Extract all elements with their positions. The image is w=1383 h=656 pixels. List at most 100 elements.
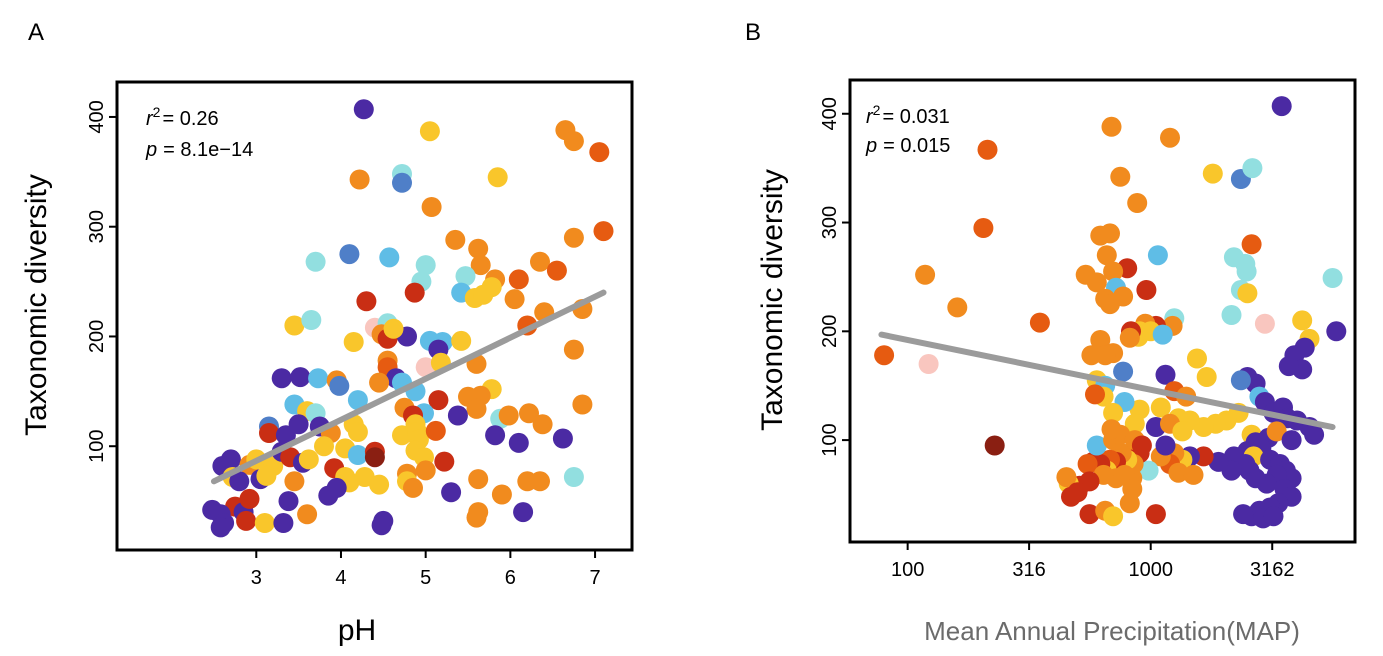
y-tick-label: 100 — [819, 423, 841, 456]
data-point — [1086, 435, 1107, 456]
data-point — [1100, 223, 1120, 244]
plot-frame-b — [848, 78, 1357, 544]
data-point — [513, 502, 534, 523]
data-point — [1077, 454, 1098, 474]
data-point — [347, 445, 368, 465]
points-b — [874, 96, 1347, 529]
data-point — [947, 297, 968, 318]
data-point — [984, 435, 1005, 456]
data-point — [1136, 280, 1157, 300]
data-point — [1131, 435, 1152, 456]
data-point — [326, 477, 347, 498]
x-axis-label-a: pH — [338, 614, 376, 647]
data-point — [1138, 460, 1159, 481]
data-point — [470, 255, 491, 276]
data-point — [1056, 467, 1077, 488]
data-point — [977, 139, 998, 160]
fit-line-b — [878, 331, 1336, 431]
data-point — [485, 425, 506, 446]
data-point — [1090, 330, 1111, 350]
data-point — [421, 197, 442, 217]
data-point — [466, 398, 487, 419]
data-point — [1193, 446, 1214, 467]
data-point — [428, 390, 449, 411]
data-point — [1127, 193, 1148, 213]
x-tick-label: 7 — [589, 567, 600, 589]
data-point — [254, 513, 275, 533]
data-point — [915, 264, 936, 285]
data-point — [1237, 283, 1258, 304]
data-point — [297, 504, 318, 525]
y-tick-label: 200 — [819, 315, 841, 348]
data-point — [563, 467, 584, 487]
x-tick-label: 4 — [335, 567, 346, 589]
data-point — [347, 390, 368, 411]
axes-b: 100 316 1000 3162 100 200 300 400 — [819, 97, 1294, 581]
data-point — [487, 167, 508, 188]
data-point — [349, 169, 370, 190]
data-point — [508, 432, 529, 453]
data-point — [1183, 464, 1204, 485]
data-point — [1326, 321, 1347, 342]
y-tick-label: 300 — [86, 210, 108, 243]
data-point — [239, 488, 260, 509]
data-point — [530, 471, 550, 492]
x-tick-label: 3162 — [1250, 559, 1295, 581]
data-point — [552, 428, 573, 449]
data-point — [404, 282, 425, 303]
data-point — [1119, 493, 1140, 514]
data-point — [1155, 435, 1176, 456]
data-point — [1322, 268, 1343, 288]
data-point — [1103, 261, 1124, 282]
stat-p-b: p = 0.015 — [865, 135, 950, 157]
data-point — [491, 484, 512, 505]
data-point — [918, 354, 939, 374]
data-point — [1079, 504, 1100, 525]
data-point — [1152, 324, 1173, 345]
y-tick-label: 300 — [819, 206, 841, 239]
data-point — [339, 244, 360, 265]
data-point — [278, 491, 299, 512]
y-axis-label-b: Taxonomic diversity — [756, 169, 789, 431]
data-point — [572, 394, 593, 415]
stat-p-a: p = 8.1e−14 — [145, 139, 253, 161]
data-point — [874, 345, 895, 366]
data-point — [468, 238, 489, 259]
data-point — [1242, 158, 1263, 179]
x-tick-label: 5 — [420, 567, 431, 589]
data-point — [1254, 313, 1275, 334]
data-point — [504, 289, 525, 310]
data-point — [415, 255, 436, 276]
data-point — [468, 469, 489, 490]
x-tick-label: 3 — [251, 567, 262, 589]
data-point — [273, 513, 294, 533]
data-point — [1202, 163, 1223, 184]
data-point — [1196, 367, 1217, 387]
data-point — [1145, 504, 1166, 525]
axes-a: 3 4 5 6 7 100 200 300 400 — [86, 100, 601, 589]
y-axis-label-a: Taxonomic diversity — [20, 174, 53, 436]
data-point — [210, 517, 231, 538]
data-point — [1168, 462, 1189, 483]
data-point — [1100, 294, 1120, 315]
data-point — [1103, 402, 1124, 423]
data-point — [530, 251, 550, 272]
data-point — [1241, 234, 1262, 255]
x-tick-label: 1000 — [1128, 559, 1173, 581]
data-point — [1304, 424, 1325, 445]
data-point — [259, 423, 279, 443]
data-point — [290, 367, 311, 388]
data-point — [220, 449, 241, 470]
data-point — [1233, 504, 1254, 525]
data-point — [298, 449, 319, 470]
fit-line-a — [210, 289, 607, 485]
scatter-panel-a: 3 4 5 6 7 100 200 300 400 r2 = 0.26 p = 8.1e−14 pH… — [20, 80, 634, 647]
data-point — [1155, 364, 1176, 385]
data-point — [1278, 356, 1299, 377]
data-point — [508, 269, 529, 290]
data-point — [593, 221, 614, 242]
data-point — [329, 375, 350, 396]
data-point — [308, 368, 329, 389]
data-point — [415, 357, 436, 378]
